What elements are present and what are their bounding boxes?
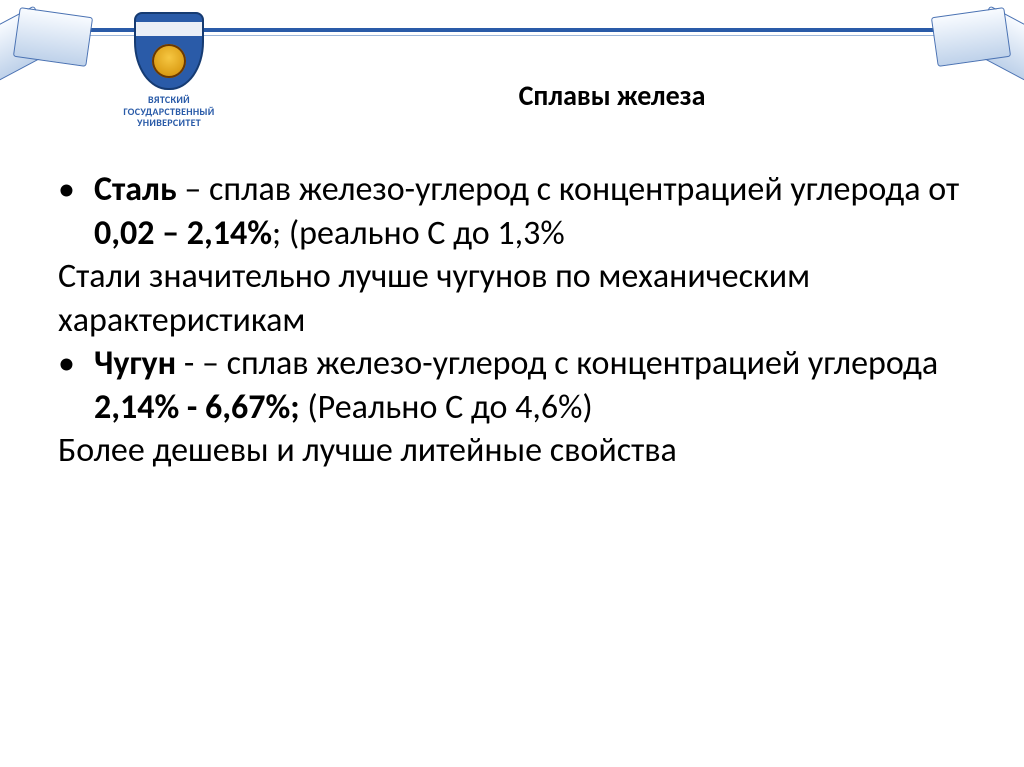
- slide-body: • Сталь – сплав железо-углерод с концент…: [58, 168, 976, 473]
- bullet-text: Сталь – сплав железо-углерод с концентра…: [94, 168, 976, 255]
- term: Сталь: [94, 169, 177, 210]
- definition-post: (Реально С до 4,6%): [300, 387, 593, 428]
- slide: ВЯТСКИЙГОСУДАРСТВЕННЫЙУНИВЕРСИТЕТ Сплавы…: [0, 0, 1024, 767]
- note-line: Более дешевы и лучше литейные свойства: [58, 429, 976, 473]
- definition-pre: сплав железо-углерод с концентрацией угл…: [209, 169, 959, 210]
- bullet-marker: •: [58, 342, 94, 429]
- range: 2,14% - 6,67%;: [94, 387, 300, 428]
- sep: - –: [176, 343, 226, 384]
- ribbon-flap: [931, 7, 1011, 67]
- sep: –: [177, 169, 209, 210]
- bullet-text: Чугун - – сплав железо-углерод с концент…: [94, 342, 976, 429]
- bullet-item: • Сталь – сплав железо-углерод с концент…: [58, 168, 976, 255]
- definition-pre: сплав железо-углерод с концентрацией угл…: [227, 343, 939, 384]
- bullet-item: • Чугун - – сплав железо-углерод с конце…: [58, 342, 976, 429]
- ribbon-flap: [13, 7, 93, 67]
- university-name: ВЯТСКИЙГОСУДАРСТВЕННЫЙУНИВЕРСИТЕТ: [108, 94, 230, 129]
- term: Чугун: [94, 343, 176, 384]
- university-logo: ВЯТСКИЙГОСУДАРСТВЕННЫЙУНИВЕРСИТЕТ: [108, 12, 230, 129]
- bullet-marker: •: [58, 168, 94, 255]
- shield-icon: [134, 12, 204, 90]
- definition-post: ; (реально С до 1,3%: [272, 213, 565, 254]
- note-line: Стали значительно лучше чугунов по механ…: [58, 255, 976, 342]
- range: 0,02 – 2,14%: [94, 213, 272, 254]
- slide-title: Сплавы железа: [260, 78, 964, 113]
